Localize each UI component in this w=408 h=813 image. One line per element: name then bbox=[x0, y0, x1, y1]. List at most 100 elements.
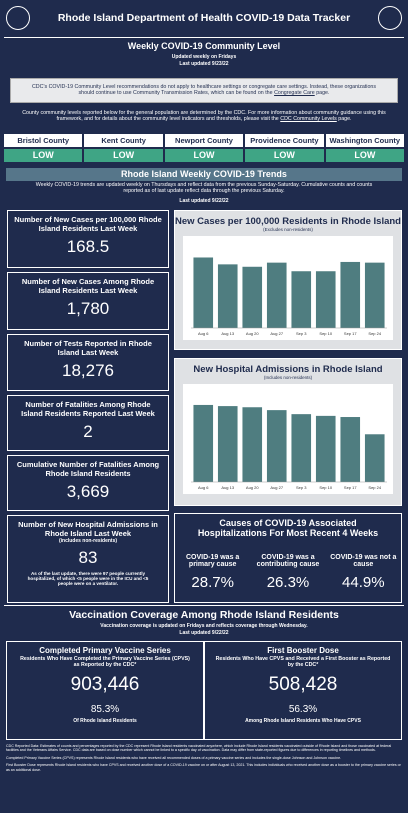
bar bbox=[193, 404, 214, 482]
county-level: LOW bbox=[84, 149, 163, 162]
vax-title: First Booster Dose bbox=[267, 646, 339, 655]
chart-title: New Hospital Admissions in Rhode Island bbox=[193, 364, 383, 375]
stat-note: As of the last update, there were 97 peo… bbox=[27, 571, 149, 586]
plot: Aug 6 Aug 13 Aug 20 Aug 27 Sep 3 Sep 10 Sep 17… bbox=[183, 384, 393, 494]
bar bbox=[266, 410, 287, 482]
x-tick-label: Sep 17 bbox=[344, 485, 357, 490]
cause-label: COVID-19 was a contributing cause bbox=[256, 554, 320, 568]
x-tick-label: Sep 3 bbox=[296, 485, 307, 490]
text: County community levels reported below f… bbox=[22, 110, 386, 122]
vax-value: 508,428 bbox=[268, 674, 338, 695]
county-level: LOW bbox=[164, 149, 244, 162]
stat-value: 1,780 bbox=[66, 299, 110, 318]
stat-box: Number of New Hospital Admissions in Rho… bbox=[7, 515, 169, 603]
county-name: Kent County bbox=[84, 134, 163, 147]
county: Newport County LOW bbox=[164, 134, 244, 162]
cause-label: COVID-19 was a primary cause bbox=[186, 554, 240, 568]
cause: COVID-19 was not a cause 44.9% bbox=[326, 554, 401, 591]
county: Washington County LOW bbox=[325, 134, 405, 162]
bar bbox=[364, 434, 385, 482]
county: Bristol County LOW bbox=[4, 134, 83, 162]
last-updated: Last updated 9/22/22 bbox=[179, 198, 229, 204]
subtitle: Updated weekly on Fridays bbox=[171, 54, 237, 60]
divider bbox=[4, 37, 404, 38]
vax-subtitle: Residents Who Have Completed the Primary… bbox=[20, 656, 190, 668]
plot: Aug 6 Aug 13 Aug 20 Aug 27 Sep 3 Sep 10 Sep 17… bbox=[183, 236, 393, 340]
cause-value: 44.9% bbox=[342, 574, 385, 591]
x-tick-label: Sep 24 bbox=[368, 485, 381, 490]
chart-subtitle: (Excludes non-residents) bbox=[263, 227, 313, 232]
text: page. bbox=[338, 116, 352, 122]
stat-sublabel: (includes non-residents) bbox=[58, 538, 118, 544]
causes-items: COVID-19 was a primary cause 28.7% COVID-1… bbox=[175, 554, 401, 591]
x-tick-label: Aug 27 bbox=[270, 485, 283, 490]
last-updated: Last updated 9/23/22 bbox=[179, 61, 229, 67]
x-tick-label: Aug 20 bbox=[246, 485, 259, 490]
notice: CDC's COVID-19 Community Level recommend… bbox=[10, 78, 398, 103]
section-title: Vaccination Coverage Among Rhode Island … bbox=[69, 609, 339, 621]
bar bbox=[242, 266, 263, 328]
stat-label: Cumulative Number of Fatalities Among Rh… bbox=[16, 460, 160, 478]
vax-percent-label: Of Rhode Island Residents bbox=[73, 718, 137, 724]
x-tick-label: Sep 24 bbox=[368, 331, 381, 336]
bar bbox=[242, 407, 263, 482]
bar bbox=[315, 271, 336, 328]
bar bbox=[315, 415, 336, 482]
bar bbox=[217, 264, 238, 328]
vax-value: 903,446 bbox=[70, 674, 140, 695]
stat-box: Cumulative Number of Fatalities Among Rh… bbox=[7, 455, 169, 511]
stat-label: Number of Tests Reported in Rhode Island… bbox=[24, 339, 152, 357]
stat-label: Number of New Cases per 100,000 Rhode Is… bbox=[14, 215, 162, 233]
cause-value: 26.3% bbox=[266, 574, 310, 591]
vax-box: Completed Primary Vaccine Series Resident… bbox=[6, 641, 204, 740]
x-tick-label: Aug 6 bbox=[198, 485, 209, 490]
stat-value: 168.5 bbox=[66, 237, 110, 256]
county-name: Providence County bbox=[245, 134, 324, 147]
text: page. bbox=[316, 90, 330, 96]
cause-value: 28.7% bbox=[191, 574, 234, 591]
description: County community levels reported below f… bbox=[10, 110, 398, 122]
county: Kent County LOW bbox=[84, 134, 163, 162]
county-level: LOW bbox=[325, 149, 405, 162]
cause: COVID-19 was a primary cause 28.7% bbox=[175, 554, 250, 591]
footnote: CDC Reported Data: Estimates of counts a… bbox=[6, 744, 392, 753]
chart-subtitle: (Includes non-residents) bbox=[263, 375, 313, 380]
footnotes: CDC Reported Data: Estimates of counts a… bbox=[6, 744, 402, 775]
vax-percent: 85.3% bbox=[90, 704, 120, 715]
stat-label: Number of New Cases Among Rhode Island R… bbox=[21, 277, 155, 295]
logo bbox=[6, 6, 30, 30]
bar bbox=[340, 261, 361, 328]
stat-value: 2 bbox=[83, 422, 93, 441]
bar bbox=[193, 257, 214, 328]
section-title: Rhode Island Weekly COVID-19 Trends bbox=[6, 168, 402, 181]
link[interactable]: CDC Community Levels bbox=[280, 116, 337, 122]
county-name: Washington County bbox=[325, 134, 405, 147]
stat-value: 3,669 bbox=[66, 482, 110, 501]
county-level: LOW bbox=[4, 149, 83, 162]
x-tick-label: Aug 6 bbox=[198, 331, 209, 336]
bar bbox=[340, 417, 361, 482]
county-name: Bristol County bbox=[4, 134, 83, 147]
stat-box: Number of Tests Reported in Rhode Island… bbox=[7, 334, 169, 391]
vax-subtitle: Residents Who Have CPVS and Received a F… bbox=[215, 656, 391, 668]
bar bbox=[266, 262, 287, 328]
chart-title: New Cases per 100,000 Residents in Rhode… bbox=[175, 216, 401, 227]
last-updated: Last updated 9/22/22 bbox=[179, 630, 229, 636]
bar bbox=[291, 414, 312, 482]
x-tick-label: Sep 17 bbox=[344, 331, 357, 336]
section-title: Weekly COVID-19 Community Level bbox=[127, 41, 281, 51]
county-level: LOW bbox=[245, 149, 324, 162]
stat-box: Number of Fatalities Among Rhode Island … bbox=[7, 395, 169, 451]
stat-value: 83 bbox=[78, 548, 98, 567]
subtitle: Vaccination coverage is updated on Frida… bbox=[100, 623, 308, 629]
chart: New Cases per 100,000 Residents in Rhode… bbox=[174, 210, 402, 350]
link[interactable]: Congregate Care bbox=[274, 90, 315, 96]
divider bbox=[4, 605, 404, 606]
stat-label: Number of Fatalities Among Rhode Island … bbox=[21, 400, 155, 418]
page-title: Rhode Island Department of Health COVID-… bbox=[57, 12, 351, 24]
x-tick-label: Sep 10 bbox=[319, 331, 332, 336]
x-tick-label: Sep 10 bbox=[319, 485, 332, 490]
footnote: First Booster Dose represents Rhode Isla… bbox=[6, 763, 401, 772]
county: Providence County LOW bbox=[245, 134, 324, 162]
